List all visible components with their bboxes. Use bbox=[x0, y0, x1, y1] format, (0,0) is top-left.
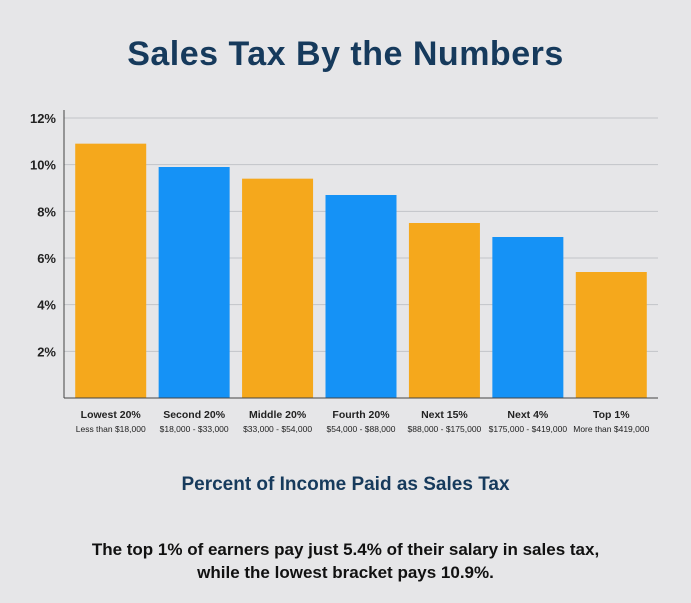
chart-title: Sales Tax By the Numbers bbox=[127, 35, 564, 73]
bar bbox=[492, 237, 564, 398]
y-tick-label: 4% bbox=[37, 298, 56, 313]
x-axis-tick-labels: Lowest 20% Less than $18,000 Second 20% $18… bbox=[76, 409, 650, 434]
bar bbox=[242, 178, 314, 398]
x-tick-sublabel: $54,000 - $88,000 bbox=[326, 424, 395, 434]
x-tick-label: Second 20% bbox=[163, 409, 226, 421]
x-tick-sublabel: Less than $18,000 bbox=[76, 424, 146, 434]
x-tick-label: Next 4% bbox=[507, 409, 549, 421]
x-tick-sublabel: $88,000 - $175,000 bbox=[408, 424, 482, 434]
x-tick-label: Middle 20% bbox=[249, 409, 307, 421]
bars bbox=[75, 143, 647, 398]
y-tick-label: 8% bbox=[37, 204, 56, 219]
x-tick-sublabel: $175,000 - $419,000 bbox=[489, 424, 568, 434]
y-tick-label: 2% bbox=[37, 344, 56, 359]
y-tick-label: 6% bbox=[37, 251, 56, 266]
bar bbox=[575, 272, 647, 398]
chart-caption: The top 1% of earners pay just 5.4% of t… bbox=[40, 538, 651, 584]
caption-line-1: The top 1% of earners pay just 5.4% of t… bbox=[91, 540, 600, 559]
y-tick-label: 12% bbox=[30, 111, 56, 126]
y-tick-label: 10% bbox=[30, 158, 56, 173]
x-tick-label: Top 1% bbox=[593, 409, 630, 421]
bar bbox=[408, 223, 480, 398]
x-tick-label: Fourth 20% bbox=[332, 409, 390, 421]
bar bbox=[75, 143, 147, 398]
x-tick-sublabel: $18,000 - $33,000 bbox=[160, 424, 229, 434]
bar bbox=[325, 195, 397, 398]
caption-line-2: while the lowest bracket pays 10.9%. bbox=[197, 563, 494, 582]
x-tick-sublabel: More than $419,000 bbox=[573, 424, 649, 434]
x-tick-sublabel: $33,000 - $54,000 bbox=[243, 424, 312, 434]
x-tick-label: Lowest 20% bbox=[81, 409, 142, 421]
x-tick-label: Next 15% bbox=[421, 409, 468, 421]
chart-subtitle: Percent of Income Paid as Sales Tax bbox=[181, 474, 510, 495]
bar bbox=[158, 167, 230, 398]
y-axis-tick-labels: 2% 4% 6% 8% 10% 12% bbox=[30, 111, 56, 359]
